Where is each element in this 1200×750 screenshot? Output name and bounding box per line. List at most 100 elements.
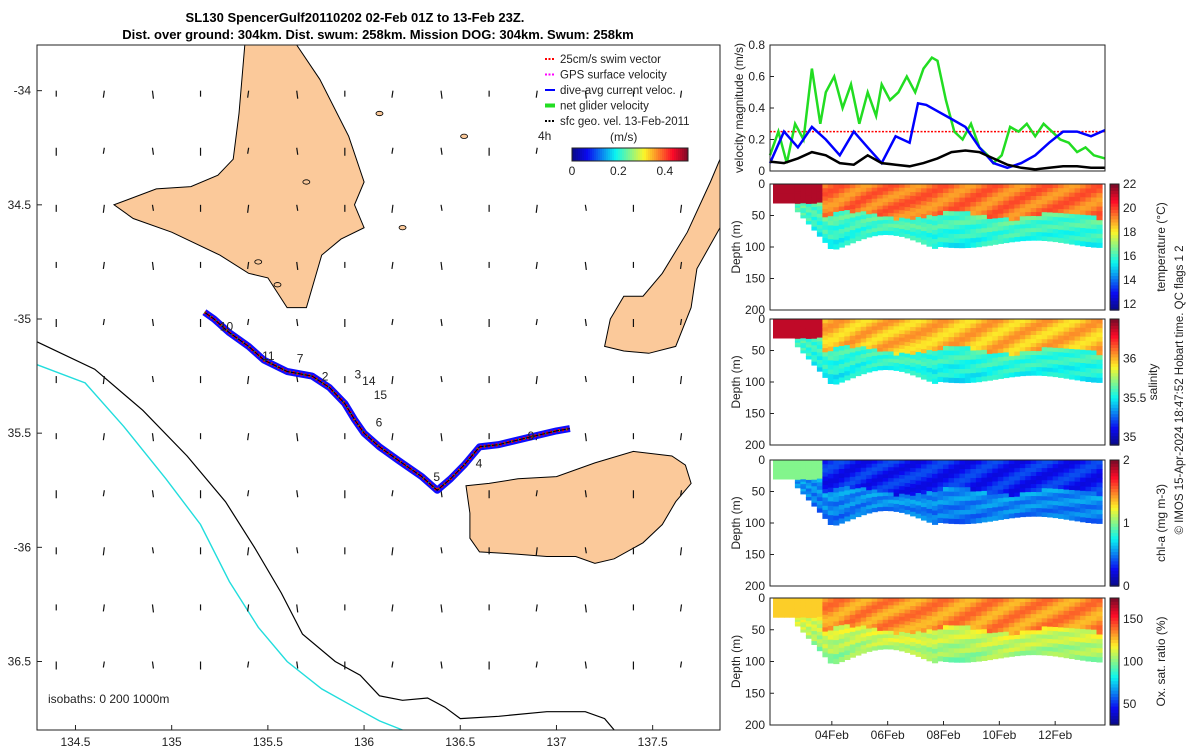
section-cell xyxy=(1063,331,1070,337)
section-cell xyxy=(1036,614,1043,619)
section-cell xyxy=(1069,349,1076,354)
section-cell xyxy=(1096,188,1103,194)
section-colorbar-cell xyxy=(1110,686,1119,691)
section-cell xyxy=(981,477,988,483)
section-cell xyxy=(915,497,922,502)
section-cell xyxy=(816,504,823,509)
section-cell xyxy=(860,184,867,189)
section-cell xyxy=(948,607,955,613)
section-cell xyxy=(937,376,944,382)
section-cell xyxy=(1003,602,1010,607)
section-colorbar-cell xyxy=(1110,404,1119,408)
section-cell xyxy=(986,460,993,465)
section-cell xyxy=(954,224,961,230)
section-cell xyxy=(1014,460,1021,465)
section-cell xyxy=(926,624,933,630)
section-cell xyxy=(1096,487,1103,493)
section-cell xyxy=(1074,353,1081,359)
section-cell xyxy=(981,468,988,474)
section-cell xyxy=(1080,358,1087,364)
section-cell xyxy=(970,359,977,365)
section-cell xyxy=(838,625,845,631)
section-cell xyxy=(1003,648,1010,654)
section-cell xyxy=(822,635,829,641)
section-cell xyxy=(1025,472,1032,477)
section-cell xyxy=(915,327,922,332)
section-cell xyxy=(970,188,977,194)
section-cell xyxy=(904,365,911,370)
section-cell xyxy=(1096,478,1103,484)
section-cell xyxy=(838,359,845,365)
section-cell xyxy=(1052,372,1059,378)
section-cell xyxy=(838,346,845,352)
section-cell xyxy=(888,187,895,192)
section-cell xyxy=(805,615,812,619)
section-cell xyxy=(888,623,895,628)
geo-vector xyxy=(535,90,538,98)
section-cell xyxy=(915,204,922,210)
section-cell xyxy=(888,485,895,490)
section-cell xyxy=(833,197,840,204)
section-cell xyxy=(921,515,928,521)
section-cell xyxy=(855,216,862,221)
section-colorbar-label: chl-a (mg m-3) xyxy=(1154,484,1168,562)
section-cell xyxy=(1085,224,1092,230)
section-cell xyxy=(893,348,900,353)
section-cell xyxy=(778,198,785,201)
section-cell xyxy=(1063,188,1070,193)
section-cell xyxy=(1047,367,1054,373)
section-cell xyxy=(910,491,917,497)
section-cell xyxy=(871,202,878,207)
section-cell xyxy=(915,360,922,365)
section-cell xyxy=(932,234,939,240)
section-cell xyxy=(997,602,1004,608)
section-cell xyxy=(997,217,1004,223)
section-cell xyxy=(937,206,944,212)
x-tick-label: 137.5 xyxy=(638,735,668,749)
section-cell xyxy=(827,607,834,613)
section-cell xyxy=(893,198,900,203)
section-cell xyxy=(871,206,878,211)
section-cell xyxy=(992,464,999,470)
section-cell xyxy=(954,211,961,217)
section-cell xyxy=(904,187,911,193)
section-cell xyxy=(943,504,950,510)
section-cell xyxy=(893,213,900,218)
section-cell xyxy=(811,342,818,346)
section-cell xyxy=(893,474,900,479)
section-cell xyxy=(866,337,873,343)
section-cell xyxy=(1008,631,1015,636)
section-cell xyxy=(844,214,851,220)
section-cell xyxy=(888,194,895,199)
section-cell xyxy=(893,322,900,327)
section-cell xyxy=(822,348,829,353)
section-cell xyxy=(964,643,971,649)
section-cell xyxy=(789,189,796,192)
section-cell xyxy=(800,469,807,473)
section-cell xyxy=(794,207,801,211)
section-cell xyxy=(778,614,785,617)
section-cell xyxy=(877,601,884,606)
section-cell xyxy=(926,651,933,657)
section-colorbar-tick: 14 xyxy=(1123,273,1137,287)
section-cell xyxy=(904,648,911,653)
section-cell xyxy=(1041,512,1048,517)
section-cell xyxy=(816,486,823,491)
section-cell xyxy=(981,210,988,216)
section-cell xyxy=(997,645,1004,650)
section-cell xyxy=(1085,482,1092,488)
section-cell xyxy=(811,226,818,231)
section-colorbar-cell xyxy=(1110,652,1119,656)
section-cell xyxy=(997,327,1004,333)
section-cell xyxy=(970,657,977,663)
section-cell xyxy=(959,341,966,347)
section-cell xyxy=(800,326,807,330)
section-cell xyxy=(921,196,928,202)
section-y-tick-label: 100 xyxy=(745,240,765,254)
section-cell xyxy=(855,327,862,332)
section-cell xyxy=(986,464,993,470)
colorbar-cell xyxy=(656,148,659,161)
section-cell xyxy=(1019,224,1026,229)
section-cell xyxy=(943,242,950,248)
section-cell xyxy=(811,348,818,353)
